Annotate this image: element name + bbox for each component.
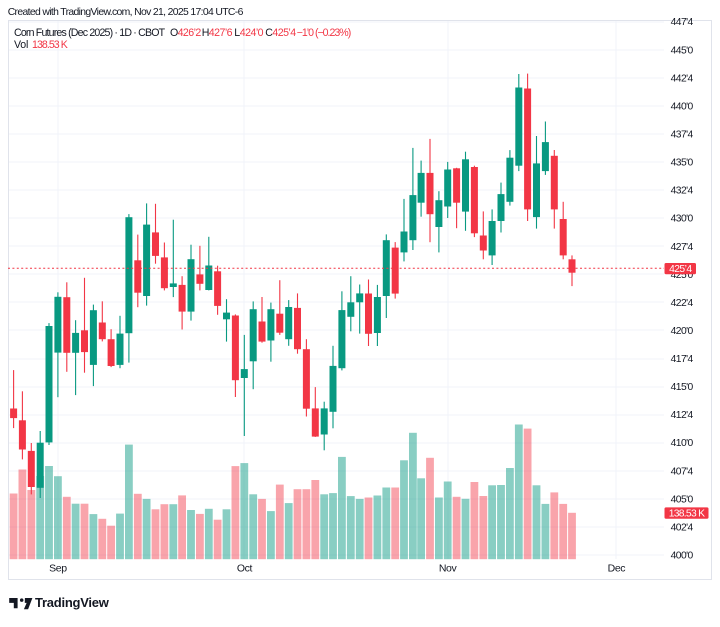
svg-text:440'0: 440'0	[671, 101, 694, 112]
svg-text:−1’0 (−0.23%): −1’0 (−0.23%)	[297, 27, 351, 39]
svg-text:138.53 K: 138.53 K	[669, 509, 705, 520]
svg-text:410'0: 410'0	[671, 438, 694, 449]
svg-text:422'4: 422'4	[671, 298, 694, 309]
svg-text:C: C	[265, 27, 273, 39]
svg-text:432'4: 432'4	[671, 186, 694, 197]
svg-text:430'0: 430'0	[671, 214, 694, 225]
svg-text:407'4: 407'4	[671, 466, 694, 477]
svg-text:427’6: 427’6	[209, 27, 233, 39]
svg-text:426’2: 426’2	[178, 27, 202, 39]
svg-text:TradingView: TradingView	[35, 595, 110, 610]
svg-text:Nov: Nov	[439, 563, 458, 575]
svg-text:427'4: 427'4	[671, 242, 694, 253]
svg-text:O: O	[170, 27, 178, 39]
svg-text:442'4: 442'4	[671, 73, 694, 84]
svg-text:437'4: 437'4	[671, 130, 694, 141]
svg-text:417'4: 417'4	[671, 354, 694, 365]
svg-text:Corn Futures (Dec 2025) · 1D ·: Corn Futures (Dec 2025) · 1D · CBOT	[14, 27, 166, 39]
svg-text:424’0: 424’0	[240, 27, 264, 39]
svg-text:420'0: 420'0	[671, 326, 694, 337]
svg-text:Dec: Dec	[608, 563, 626, 575]
svg-text:435'0: 435'0	[671, 158, 694, 169]
svg-text:L: L	[234, 27, 240, 39]
svg-text:415'0: 415'0	[671, 382, 694, 393]
svg-text:Vol: Vol	[14, 39, 28, 51]
svg-text:412'4: 412'4	[671, 410, 694, 421]
svg-text:Sep: Sep	[49, 563, 67, 575]
svg-text:425’4: 425’4	[272, 27, 296, 39]
svg-text:425'0: 425'0	[671, 270, 694, 281]
svg-text:138.53 K: 138.53 K	[32, 39, 68, 51]
svg-text:447'4: 447'4	[671, 17, 694, 28]
svg-text:H: H	[202, 27, 210, 39]
svg-text:425’4: 425’4	[669, 264, 692, 275]
svg-text:400'0: 400'0	[671, 551, 694, 562]
svg-text:445'0: 445'0	[671, 45, 694, 56]
svg-text:405'0: 405'0	[671, 494, 694, 505]
svg-text:Oct: Oct	[237, 563, 253, 575]
svg-text:402'4: 402'4	[671, 523, 694, 534]
svg-text:Created with TradingView.com,: Created with TradingView.com, Nov 21, 20…	[8, 7, 244, 18]
